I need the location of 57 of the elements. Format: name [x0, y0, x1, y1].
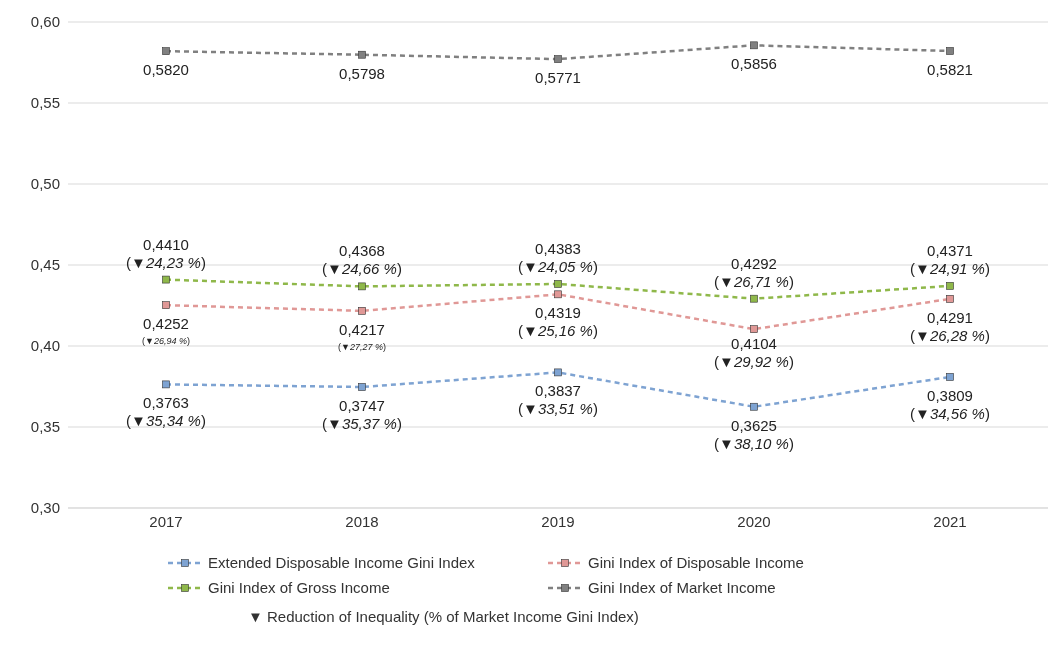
point [162, 47, 170, 55]
y-tick-label: 0,55 [30, 94, 60, 112]
y-tick-label: 0,60 [30, 13, 60, 31]
x-tick-label: 2018 [345, 512, 379, 530]
point [358, 307, 366, 315]
data-label: 0,5821 [927, 61, 973, 78]
data-label: 0,4292 (▼26,71 %) [714, 254, 794, 290]
data-label: 0,4217 (▼27,27 %) [338, 320, 386, 352]
point [750, 402, 758, 411]
data-label: 0,3747 (▼35,37 %) [322, 396, 402, 432]
point [554, 280, 562, 288]
y-tick-label: 0,40 [30, 337, 60, 355]
point [946, 282, 954, 290]
point [946, 373, 954, 381]
data-label: 0,3837 (▼33,51 %) [518, 382, 598, 418]
point [162, 275, 170, 284]
point [358, 383, 366, 391]
data-label: 0,5820 [143, 61, 189, 79]
point [554, 368, 562, 377]
x-tick-label: 2019 [541, 512, 575, 530]
point [162, 301, 170, 309]
data-label: 0,4104 (▼29,92 %) [714, 335, 794, 371]
y-tick-label: 0,30 [30, 499, 60, 517]
text: ▼ Reduction of Inequality (% of Market Income Gini Index) [248, 608, 640, 625]
data-label: 0,4252 (▼26,94 %) [142, 315, 190, 347]
point [946, 47, 954, 55]
legend-label: Extended Disposable Income Gini Index [208, 554, 475, 571]
data-label: 0,3625 (▼38,10 %) [714, 416, 794, 452]
data-label: 0,5856 [731, 55, 777, 73]
y-tick-label: 0,35 [30, 418, 60, 436]
point [750, 41, 758, 50]
point [358, 282, 366, 291]
data-label: 0,4410 (▼24,23 %) [126, 235, 206, 271]
x-tick-label: 2020 [737, 512, 771, 530]
legend-label: Gini Index of Market Income [588, 579, 776, 596]
x-tick-label: 2017 [149, 512, 183, 530]
data-label: 0,4383 (▼24,05 %) [518, 239, 598, 275]
point [358, 50, 366, 59]
point [946, 295, 954, 303]
data-label: 0,4291 (▼26,28 %) [910, 308, 990, 344]
point [750, 294, 758, 303]
data-label: 0,5771 [535, 69, 581, 87]
data-label: 0,3763 (▼35,34 %) [126, 394, 206, 430]
point [554, 290, 562, 299]
point [162, 380, 170, 389]
data-label: 0,5798 [339, 64, 385, 82]
point [750, 325, 758, 333]
data-label: 0,3809 (▼34,56 %) [910, 386, 990, 422]
data-label: 0,4371 (▼24,91 %) [910, 241, 990, 277]
point [554, 55, 562, 63]
y-tick-label: 0,45 [30, 256, 60, 274]
data-label: 0,4319 (▼25,16 %) [518, 304, 598, 340]
data-label: 0,4368 (▼24,66 %) [322, 242, 402, 278]
y-tick-label: 0,50 [30, 175, 60, 193]
legend-label: Gini Index of Gross Income [208, 579, 390, 596]
legend-label: Gini Index of Disposable Income [588, 554, 804, 571]
x-tick-label: 2021 [933, 512, 967, 530]
